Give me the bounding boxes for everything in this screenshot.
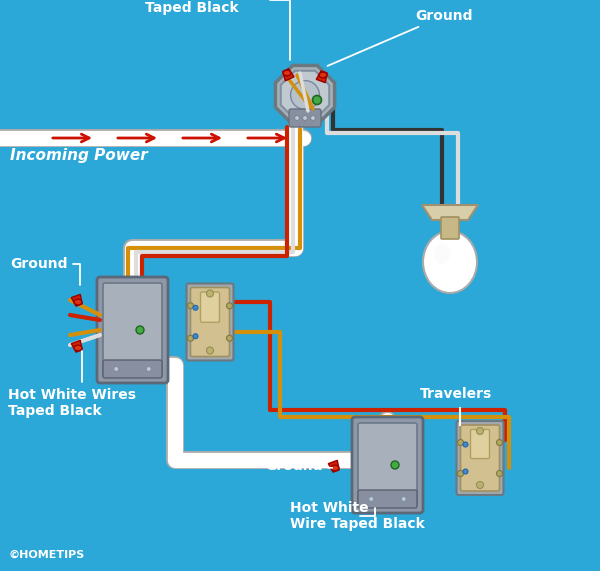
- Circle shape: [114, 367, 119, 372]
- Polygon shape: [281, 71, 329, 119]
- Circle shape: [458, 471, 464, 477]
- FancyBboxPatch shape: [352, 417, 423, 513]
- Circle shape: [136, 326, 144, 334]
- Polygon shape: [328, 460, 339, 472]
- FancyBboxPatch shape: [191, 288, 229, 356]
- Text: Hot White
Wire Taped Black: Hot White Wire Taped Black: [290, 501, 425, 531]
- Text: Incoming Power: Incoming Power: [10, 148, 148, 163]
- Text: Ground: Ground: [10, 257, 80, 286]
- Circle shape: [476, 428, 484, 435]
- Ellipse shape: [283, 70, 291, 76]
- Circle shape: [302, 115, 308, 120]
- Circle shape: [463, 442, 468, 447]
- FancyBboxPatch shape: [441, 217, 459, 239]
- FancyBboxPatch shape: [103, 283, 162, 377]
- FancyBboxPatch shape: [289, 109, 321, 127]
- Polygon shape: [71, 294, 82, 306]
- Circle shape: [187, 335, 193, 341]
- Circle shape: [187, 303, 193, 309]
- FancyBboxPatch shape: [358, 423, 417, 507]
- Circle shape: [193, 334, 198, 339]
- Circle shape: [497, 440, 503, 445]
- Polygon shape: [422, 205, 478, 220]
- Circle shape: [146, 367, 151, 372]
- Text: ©HOMETIPS: ©HOMETIPS: [8, 550, 84, 560]
- Polygon shape: [283, 69, 294, 81]
- Text: Travelers: Travelers: [420, 387, 492, 401]
- FancyBboxPatch shape: [470, 429, 490, 459]
- FancyBboxPatch shape: [97, 277, 168, 383]
- Text: Ground: Ground: [328, 9, 473, 66]
- Text: Hot White Wires
Taped Black: Hot White Wires Taped Black: [8, 351, 136, 418]
- Circle shape: [369, 497, 374, 501]
- Ellipse shape: [434, 244, 450, 264]
- Circle shape: [463, 469, 468, 474]
- Polygon shape: [71, 340, 82, 352]
- Circle shape: [401, 497, 406, 501]
- Ellipse shape: [319, 72, 327, 78]
- Ellipse shape: [74, 345, 82, 351]
- Text: Hot White Wire
Taped Black: Hot White Wire Taped Black: [145, 0, 290, 60]
- Circle shape: [313, 95, 322, 104]
- Circle shape: [497, 471, 503, 477]
- FancyBboxPatch shape: [187, 283, 233, 360]
- Polygon shape: [275, 66, 335, 124]
- Ellipse shape: [331, 465, 339, 471]
- Circle shape: [290, 81, 319, 110]
- Circle shape: [458, 440, 464, 445]
- FancyBboxPatch shape: [358, 490, 417, 508]
- FancyBboxPatch shape: [461, 425, 499, 491]
- Circle shape: [311, 115, 316, 120]
- Circle shape: [476, 481, 484, 489]
- FancyBboxPatch shape: [457, 421, 503, 495]
- Circle shape: [227, 303, 233, 309]
- Ellipse shape: [74, 299, 82, 305]
- Circle shape: [227, 335, 233, 341]
- Text: Ground: Ground: [265, 459, 332, 473]
- Circle shape: [193, 305, 198, 310]
- Circle shape: [206, 290, 214, 297]
- Circle shape: [391, 461, 399, 469]
- FancyBboxPatch shape: [200, 292, 220, 322]
- Circle shape: [295, 115, 299, 120]
- Polygon shape: [316, 71, 327, 83]
- Circle shape: [206, 347, 214, 354]
- FancyBboxPatch shape: [103, 360, 162, 378]
- Ellipse shape: [423, 231, 477, 293]
